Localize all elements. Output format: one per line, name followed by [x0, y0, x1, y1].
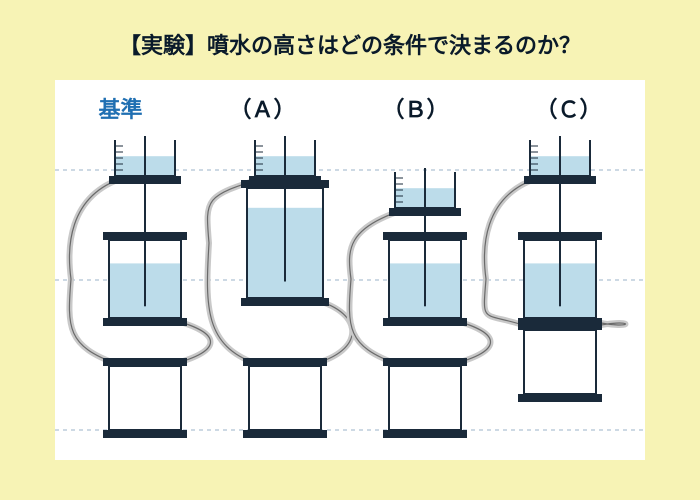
label-c: （Ｃ） — [535, 92, 601, 124]
diagram-svg-wrap — [55, 130, 645, 460]
label-b: （Ｂ） — [382, 92, 448, 124]
diagram-panel: 基準 （Ａ） （Ｂ） （Ｃ） — [55, 80, 645, 460]
column-labels: 基準 （Ａ） （Ｂ） （Ｃ） — [55, 92, 645, 124]
experiment-diagram — [55, 130, 645, 460]
page-title: 【実験】噴水の高さはどの条件で決まるのか？ — [0, 28, 700, 60]
label-a: （Ａ） — [229, 92, 295, 124]
label-reference: 基準 — [98, 92, 142, 124]
